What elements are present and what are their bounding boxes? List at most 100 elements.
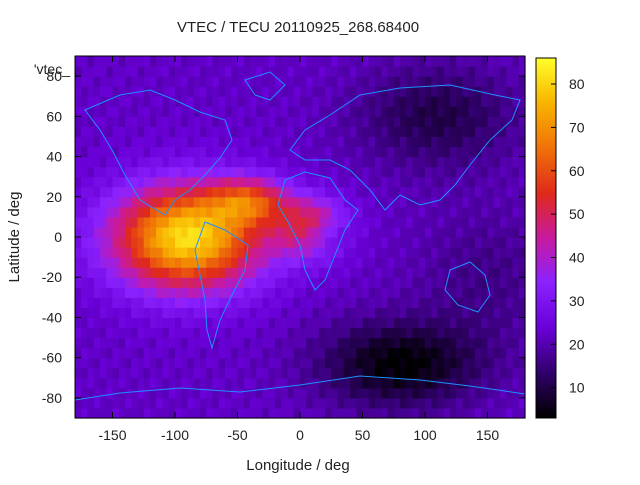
heatmap-cell [393, 337, 401, 349]
heatmap-cell [375, 327, 382, 339]
heatmap-cell [481, 116, 489, 127]
heatmap-cell [343, 116, 351, 127]
heatmap-cell [425, 86, 432, 97]
heatmap-cell [162, 226, 170, 238]
heatmap-cell [100, 186, 107, 198]
heatmap-cell [168, 206, 176, 218]
heatmap-cell [262, 367, 270, 379]
heatmap-cell [368, 196, 376, 208]
heatmap-cell [325, 237, 332, 248]
heatmap-cell [406, 337, 414, 349]
heatmap-cell [337, 186, 345, 198]
heatmap-cell [87, 126, 95, 138]
heatmap-cell [131, 146, 139, 158]
heatmap-cell [162, 56, 170, 67]
heatmap-cell [168, 327, 176, 339]
heatmap-cell [400, 136, 407, 148]
heatmap-cell [156, 307, 164, 319]
heatmap-cell [268, 267, 276, 278]
heatmap-cell [168, 146, 176, 158]
heatmap-cell [250, 297, 257, 308]
heatmap-cell [293, 166, 301, 178]
heatmap-cell [268, 397, 276, 409]
heatmap-cell [387, 96, 395, 107]
heatmap-cell [318, 337, 326, 349]
heatmap-cell [318, 76, 326, 87]
heatmap-cell [131, 277, 139, 288]
heatmap-cell [331, 277, 339, 288]
heatmap-cell [412, 96, 420, 107]
heatmap-cell [93, 166, 101, 178]
heatmap-cell [118, 307, 126, 319]
heatmap-cell [275, 237, 282, 248]
heatmap-cell [393, 196, 401, 208]
heatmap-cell [350, 96, 357, 107]
heatmap-cell [275, 257, 282, 268]
heatmap-cell [143, 407, 151, 419]
heatmap-cell [306, 186, 314, 198]
heatmap-cell [368, 216, 376, 228]
heatmap-cell [431, 407, 439, 419]
heatmap-cell [212, 186, 220, 198]
heatmap-cell [87, 257, 95, 268]
heatmap-cell [325, 56, 332, 67]
heatmap-cell [450, 86, 457, 97]
heatmap-cell [493, 357, 501, 369]
heatmap-cell [168, 126, 176, 138]
heatmap-cell [268, 297, 276, 308]
heatmap-cell [150, 96, 157, 107]
heatmap-cell [487, 216, 495, 228]
heatmap-cell [193, 186, 201, 198]
heatmap-cell [337, 297, 345, 308]
y-tick-label: 60 [46, 108, 62, 124]
heatmap-cell [350, 297, 357, 308]
heatmap-cell [456, 287, 464, 298]
heatmap-cell [475, 337, 482, 349]
heatmap-cell [381, 327, 389, 339]
heatmap-cell [431, 176, 439, 188]
heatmap-cell [87, 327, 95, 339]
heatmap-cell [287, 247, 295, 258]
heatmap-cell [318, 347, 326, 359]
heatmap-cell [481, 186, 489, 198]
heatmap-cell [375, 226, 382, 238]
heatmap-cell [137, 357, 145, 369]
heatmap-cell [187, 317, 195, 329]
heatmap-cell [193, 237, 201, 248]
heatmap-cell [312, 317, 320, 329]
heatmap-cell [93, 277, 101, 288]
heatmap-cell [231, 56, 239, 67]
heatmap-cell [143, 387, 151, 399]
heatmap-cell [343, 387, 351, 399]
heatmap-cell [268, 357, 276, 369]
heatmap-cell [325, 166, 332, 178]
heatmap-cell [400, 226, 407, 238]
heatmap-cell [100, 126, 107, 138]
heatmap-cell [168, 76, 176, 87]
heatmap-cell [368, 146, 376, 158]
heatmap-cell [468, 76, 476, 87]
heatmap-cell [93, 96, 101, 107]
heatmap-cell [218, 327, 226, 339]
heatmap-cell [456, 96, 464, 107]
heatmap-cell [287, 196, 295, 208]
heatmap-cell [412, 66, 420, 77]
heatmap-cell [281, 56, 289, 67]
x-tick-label: -150 [98, 427, 126, 443]
heatmap-cell [362, 116, 370, 127]
heatmap-cell [412, 367, 420, 379]
heatmap-cell [400, 267, 407, 278]
heatmap-cell [318, 317, 326, 329]
heatmap-cell [475, 257, 482, 268]
heatmap-cell [506, 347, 514, 359]
heatmap-cell [381, 347, 389, 359]
heatmap-cell [506, 367, 514, 379]
heatmap-cell [212, 257, 220, 268]
heatmap-cell [418, 66, 426, 77]
heatmap-cell [456, 106, 464, 117]
heatmap-cell [262, 277, 270, 288]
heatmap-cell [100, 387, 107, 399]
heatmap-cell [356, 56, 364, 67]
heatmap-cell [387, 257, 395, 268]
heatmap-cell [306, 307, 314, 319]
